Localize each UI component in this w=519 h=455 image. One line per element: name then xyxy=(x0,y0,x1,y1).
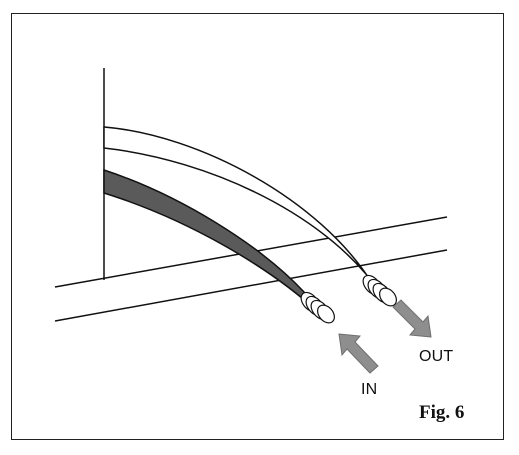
outlet-label: OUT xyxy=(419,348,453,366)
inlet-arrow xyxy=(339,334,378,373)
figure-caption: Fig. 6 xyxy=(419,402,464,424)
outlet-fitting xyxy=(360,272,400,309)
outlet-hose xyxy=(104,127,384,298)
outlet-arrow xyxy=(393,300,431,337)
inlet-label: IN xyxy=(361,381,377,399)
inlet-fitting xyxy=(298,289,338,326)
inlet-hose xyxy=(104,170,318,312)
